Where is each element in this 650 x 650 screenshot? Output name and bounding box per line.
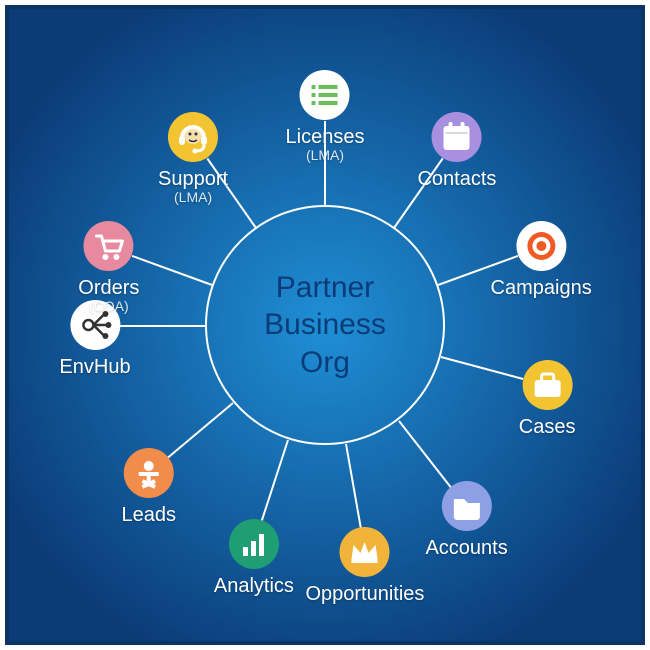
hub-label: Partner Business Org bbox=[264, 269, 386, 382]
spoke-line-envhub bbox=[120, 325, 205, 327]
spoke-line-licenses bbox=[324, 121, 326, 206]
diagram-stage: Partner Business Org Licenses(LMA) Conta… bbox=[0, 0, 650, 650]
hub-circle: Partner Business Org bbox=[205, 205, 445, 445]
